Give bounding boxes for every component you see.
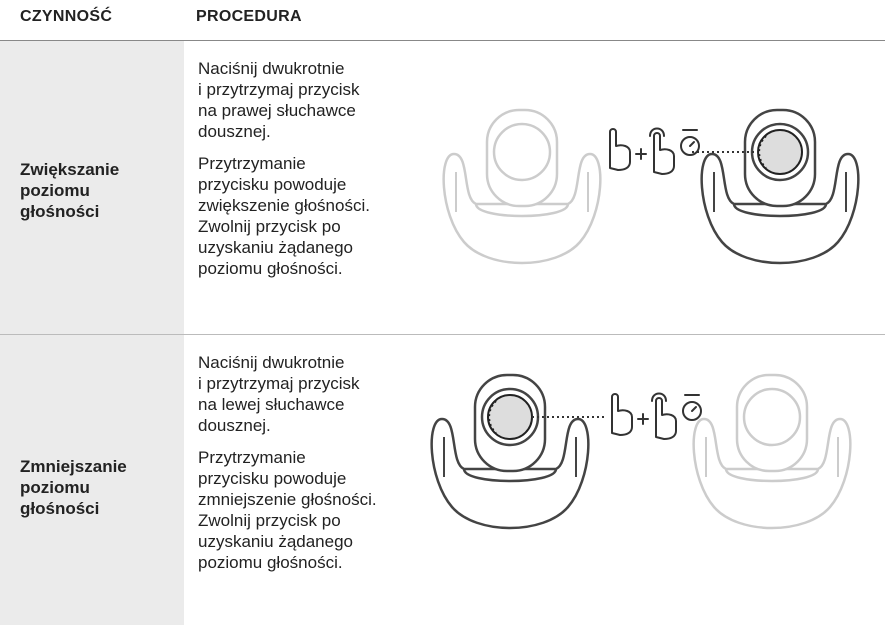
procedure-line: zmniejszenie głośności. [198, 490, 377, 509]
action-cell [0, 335, 184, 625]
action-line: głośności [20, 202, 100, 221]
action: Zwiększanie poziomu głośności [20, 159, 119, 222]
procedure-line: i przytrzymaj przycisk [198, 80, 360, 99]
procedure-line: przycisku powoduje [198, 469, 347, 488]
illustration-left-earbud [430, 373, 852, 530]
procedure-line: uzyskaniu żądanego [198, 532, 354, 551]
procedure-line: Naciśnij dwukrotnie [198, 353, 345, 372]
procedure-line: Przytrzymanie [198, 448, 306, 467]
action-line: głośności [20, 499, 100, 518]
action: Zmniejszanie poziomu głośności [20, 456, 127, 519]
procedure-line: przycisku powoduje [198, 175, 347, 194]
column-header: CZYNNOŚĆ [20, 8, 113, 25]
procedure-line: poziomu głośności. [198, 553, 343, 572]
procedure-line: na lewej słuchawce [198, 395, 345, 414]
procedure-line: i przytrzymaj przycisk [198, 374, 360, 393]
procedure-line: Zwolnij przycisk po [198, 217, 341, 236]
procedure-line: Zwolnij przycisk po [198, 511, 341, 530]
procedure-line: na prawej słuchawce [198, 101, 356, 120]
procedure-line: poziomu głośności. [198, 259, 343, 278]
paragraph: Przytrzymanie przycisku powoduje zwiększen… [198, 153, 370, 279]
procedure-line: Przytrzymanie [198, 154, 306, 173]
paragraph: Naciśnij dwukrotnie i przytrzymaj przycis… [198, 58, 370, 142]
action-cell [0, 41, 184, 334]
procedure: Naciśnij dwukrotnie i przytrzymaj przycis… [198, 58, 370, 290]
row-rule [0, 334, 885, 335]
action-line: poziomu [20, 478, 90, 497]
header-rule [0, 40, 885, 41]
procedure-line: dousznej. [198, 122, 271, 141]
action-line: Zmniejszanie [20, 457, 127, 476]
procedure-line: zwiększenie głośności. [198, 196, 370, 215]
paragraph: Naciśnij dwukrotnie i przytrzymaj przycis… [198, 352, 377, 436]
action-line: poziomu [20, 181, 90, 200]
column-header: PROCEDURA [196, 8, 302, 25]
action-line: Zwiększanie [20, 160, 120, 179]
procedure: Naciśnij dwukrotnie i przytrzymaj przycis… [198, 352, 377, 584]
procedure-line: Naciśnij dwukrotnie [198, 59, 345, 78]
procedure-line: dousznej. [198, 416, 271, 435]
procedure-line: uzyskaniu żądanego [198, 238, 354, 257]
paragraph: Przytrzymanie przycisku powoduje zmniejsze… [198, 447, 377, 573]
illustration-right-earbud [442, 108, 860, 265]
